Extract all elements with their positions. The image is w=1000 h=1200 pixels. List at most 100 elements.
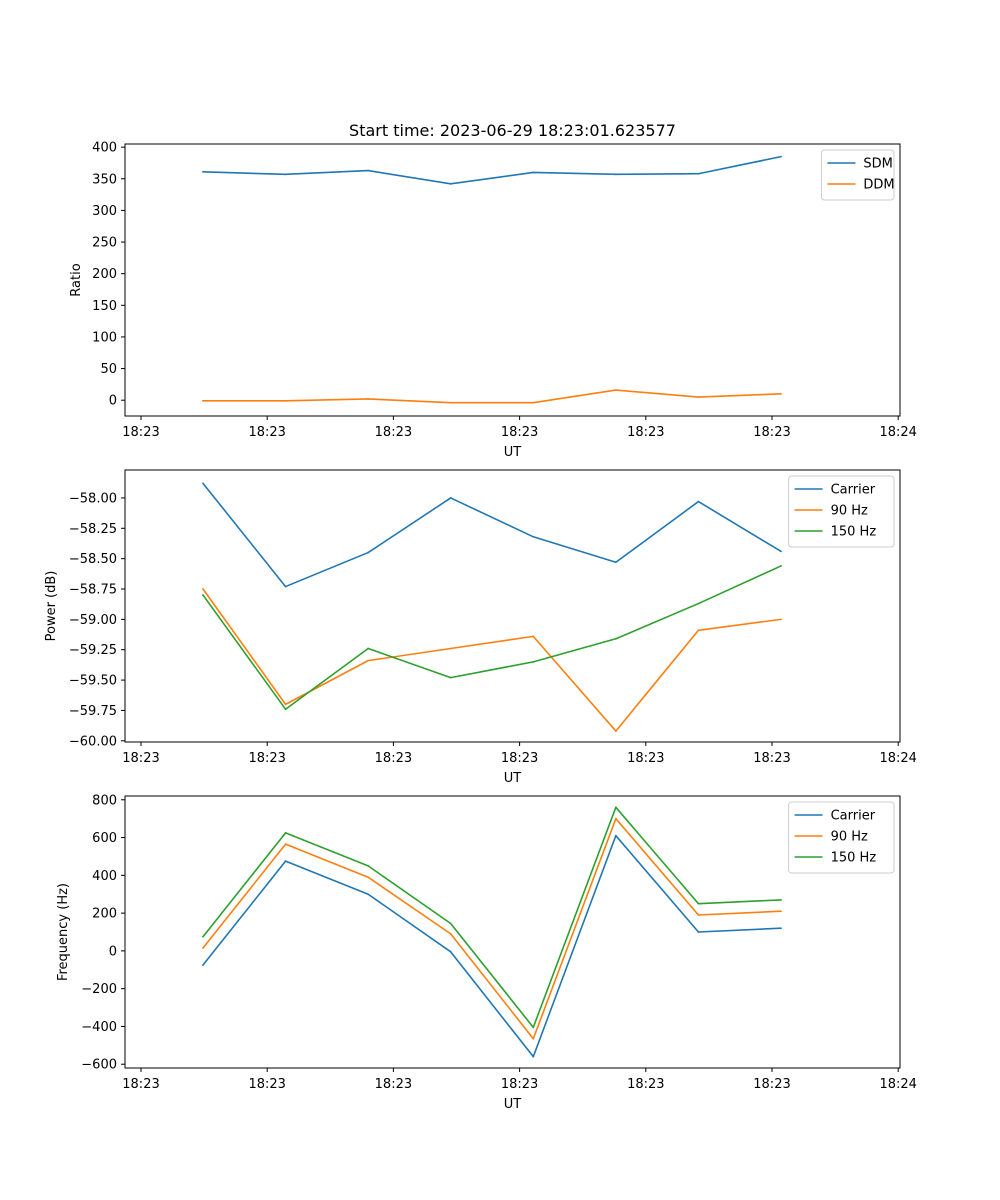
x-tick-label: 18:23 xyxy=(501,751,538,766)
x-tick-label: 18:24 xyxy=(879,751,916,766)
y-tick-label: 200 xyxy=(92,267,117,282)
data-point-sdm xyxy=(449,182,452,185)
series-line-90-hz xyxy=(202,588,782,732)
data-point-carrier xyxy=(202,482,204,485)
legend-label-carrier: Carrier xyxy=(831,483,876,498)
y-tick-label: 400 xyxy=(92,869,117,884)
x-axis-label: UT xyxy=(504,445,522,460)
data-point-90-hz xyxy=(697,914,700,916)
legend-label-150-hz: 150 Hz xyxy=(831,525,877,540)
legend-label-90-hz: 90 Hz xyxy=(831,830,868,845)
axes-frame xyxy=(124,795,901,1069)
data-point-150-hz xyxy=(284,831,287,834)
x-tick-label: 18:23 xyxy=(248,425,285,440)
data-point-150-hz xyxy=(202,594,204,596)
data-point-150-hz xyxy=(780,565,782,567)
y-tick-label: 400 xyxy=(92,141,117,156)
data-point-carrier xyxy=(614,561,617,564)
data-point-carrier xyxy=(202,964,204,966)
data-point-ddm xyxy=(532,401,535,404)
data-point-carrier xyxy=(697,500,700,503)
data-point-sdm xyxy=(367,169,370,172)
y-tick-label: 0 xyxy=(109,944,117,959)
y-axis-label: Power (dB) xyxy=(44,571,59,642)
data-point-150-hz xyxy=(780,898,782,901)
data-point-ddm xyxy=(614,389,617,391)
data-point-90-hz xyxy=(449,932,452,935)
series-line-sdm xyxy=(202,155,782,185)
series-line-150-hz xyxy=(202,565,782,711)
x-tick-label: 18:23 xyxy=(627,425,664,440)
x-tick-label: 18:24 xyxy=(879,425,916,440)
y-tick-label: −58.25 xyxy=(69,522,117,537)
data-point-90-hz xyxy=(202,588,204,590)
x-tick-label: 18:23 xyxy=(501,425,538,440)
data-point-carrier xyxy=(367,893,370,896)
y-tick-label: 200 xyxy=(92,907,117,922)
data-point-150-hz xyxy=(532,660,535,663)
series-line-carrier xyxy=(202,834,782,1058)
series-line-carrier xyxy=(202,482,782,588)
x-tick-label: 18:23 xyxy=(501,1077,538,1092)
y-tick-label: −59.50 xyxy=(69,674,117,689)
legend-label-carrier: Carrier xyxy=(831,809,876,824)
data-point-carrier xyxy=(449,950,452,953)
series-line-ddm xyxy=(203,389,782,404)
y-tick-label: 350 xyxy=(92,172,117,187)
data-point-90-hz xyxy=(532,635,535,638)
data-point-150-hz xyxy=(284,708,287,711)
y-axis-label: Ratio xyxy=(69,263,84,296)
data-point-sdm xyxy=(532,171,535,174)
data-point-ddm xyxy=(780,392,782,395)
data-point-sdm xyxy=(284,173,287,176)
y-tick-label: 250 xyxy=(92,236,117,251)
x-tick-label: 18:23 xyxy=(375,425,412,440)
x-tick-label: 18:23 xyxy=(753,425,790,440)
data-point-90-hz xyxy=(614,730,617,732)
data-point-150-hz xyxy=(367,864,370,867)
x-tick-label: 18:23 xyxy=(753,1077,790,1092)
y-tick-label: −58.75 xyxy=(69,583,117,598)
legend-box xyxy=(788,475,895,548)
data-point-90-hz xyxy=(614,817,617,820)
x-tick-label: 18:23 xyxy=(248,1077,285,1092)
data-point-ddm xyxy=(449,401,452,404)
y-tick-label: 0 xyxy=(109,394,117,409)
y-tick-label: −59.25 xyxy=(69,643,117,658)
data-point-carrier xyxy=(780,927,782,930)
y-tick-label: 100 xyxy=(92,330,117,345)
y-tick-label: −400 xyxy=(81,1020,117,1035)
data-point-150-hz xyxy=(697,602,700,605)
x-tick-label: 18:23 xyxy=(122,751,159,766)
y-tick-label: −59.75 xyxy=(69,704,117,719)
data-point-sdm xyxy=(697,172,700,175)
data-point-90-hz xyxy=(202,947,204,949)
data-point-90-hz xyxy=(284,703,287,706)
y-tick-label: 50 xyxy=(100,362,117,377)
data-point-sdm xyxy=(780,155,782,158)
data-point-sdm xyxy=(614,173,617,176)
data-point-90-hz xyxy=(367,876,370,879)
x-tick-label: 18:23 xyxy=(627,751,664,766)
chart-power: 18:23 18:23 18:23 18:23 18:23 18:23 18:24 −60.0… xyxy=(44,469,917,786)
data-point-90-hz xyxy=(532,1037,535,1040)
y-tick-label: 300 xyxy=(92,204,117,219)
data-point-90-hz xyxy=(284,843,287,846)
x-axis-label: UT xyxy=(504,1097,522,1112)
data-point-carrier xyxy=(367,551,370,554)
data-point-carrier xyxy=(284,585,287,588)
y-tick-label: −58.50 xyxy=(69,552,117,567)
axes-frame xyxy=(124,143,901,417)
data-point-carrier xyxy=(697,931,700,933)
data-point-ddm xyxy=(697,396,700,398)
axes-frame xyxy=(124,469,901,743)
y-tick-label: 150 xyxy=(92,299,117,314)
legend-label-sdm: SDM xyxy=(863,157,892,172)
x-tick-label: 18:24 xyxy=(879,1077,916,1092)
x-tick-label: 18:23 xyxy=(375,1077,412,1092)
legend-box xyxy=(788,801,895,874)
data-point-150-hz xyxy=(532,1026,535,1029)
data-point-150-hz xyxy=(449,922,452,925)
legend-label-90-hz: 90 Hz xyxy=(831,504,868,519)
